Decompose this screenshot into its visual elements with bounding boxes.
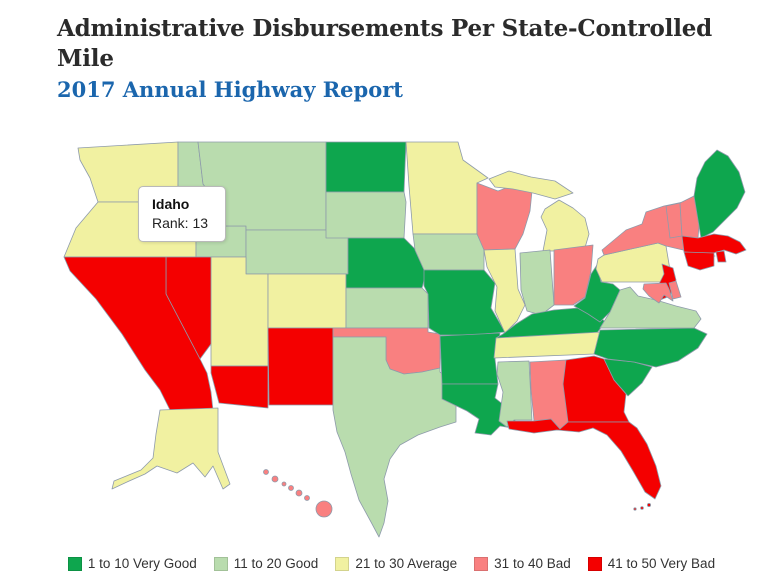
legend-item-very_bad: 41 to 50 Very Bad — [587, 556, 716, 571]
page-header: Administrative Disbursements Per State-C… — [57, 14, 767, 103]
state-RI[interactable] — [715, 250, 727, 263]
state-FL[interactable] — [506, 418, 662, 511]
state-LA[interactable] — [441, 383, 520, 436]
legend-label-very_good: 1 to 10 Very Good — [87, 556, 197, 571]
state-NM[interactable] — [267, 327, 334, 406]
legend-item-very_good: 1 to 10 Very Good — [67, 556, 197, 571]
state-MA[interactable] — [681, 233, 747, 255]
state-MD[interactable] — [642, 282, 674, 304]
state-SD[interactable] — [325, 191, 407, 239]
state-IN[interactable] — [519, 249, 555, 316]
state-MO[interactable] — [423, 269, 506, 344]
legend-swatch-average — [335, 556, 350, 571]
tooltip-state-name: Idaho — [152, 196, 190, 212]
legend-swatch-good — [213, 556, 228, 571]
legend-swatch-very_good — [67, 556, 82, 571]
state-KS[interactable] — [345, 287, 429, 329]
state-ME[interactable] — [693, 149, 746, 239]
state-AZ[interactable] — [210, 365, 269, 409]
state-AK[interactable] — [111, 407, 231, 490]
state-TX[interactable] — [332, 336, 457, 538]
state-MS[interactable] — [496, 360, 533, 428]
legend-swatch-bad — [474, 556, 489, 571]
state-WV[interactable] — [573, 264, 621, 323]
us-choropleth-map — [63, 141, 747, 538]
state-ND[interactable] — [325, 141, 407, 193]
state-MI[interactable] — [488, 170, 590, 252]
state-IA[interactable] — [412, 233, 485, 271]
state-AR[interactable] — [439, 332, 501, 385]
state-HI[interactable] — [263, 469, 333, 518]
legend-label-very_bad: 41 to 50 Very Bad — [607, 556, 716, 571]
state-DE[interactable] — [668, 280, 682, 300]
state-AL[interactable] — [529, 359, 569, 430]
legend-item-good: 11 to 20 Good — [213, 556, 319, 571]
legend-item-bad: 31 to 40 Bad — [474, 556, 571, 571]
legend: 1 to 10 Very Good 11 to 20 Good 21 to 30 A… — [0, 556, 783, 571]
us-map-container — [48, 122, 778, 554]
state-WI[interactable] — [476, 182, 533, 251]
state-IL[interactable] — [483, 248, 526, 334]
page-title: Administrative Disbursements Per State-C… — [57, 15, 713, 72]
state-GA[interactable] — [562, 355, 630, 423]
page-subtitle[interactable]: 2017 Annual Highway Report — [57, 76, 403, 102]
legend-label-good: 11 to 20 Good — [233, 556, 319, 571]
legend-swatch-very_bad — [587, 556, 602, 571]
map-tooltip: Idaho Rank: 13 — [138, 186, 226, 242]
tooltip-rank: Rank: 13 — [152, 215, 209, 231]
state-MN[interactable] — [405, 141, 489, 235]
state-CO[interactable] — [267, 273, 347, 329]
legend-label-average: 21 to 30 Average — [355, 556, 458, 571]
legend-label-bad: 31 to 40 Bad — [494, 556, 571, 571]
legend-item-average: 21 to 30 Average — [335, 556, 457, 571]
state-CT[interactable] — [683, 251, 715, 271]
state-NC[interactable] — [593, 327, 708, 368]
